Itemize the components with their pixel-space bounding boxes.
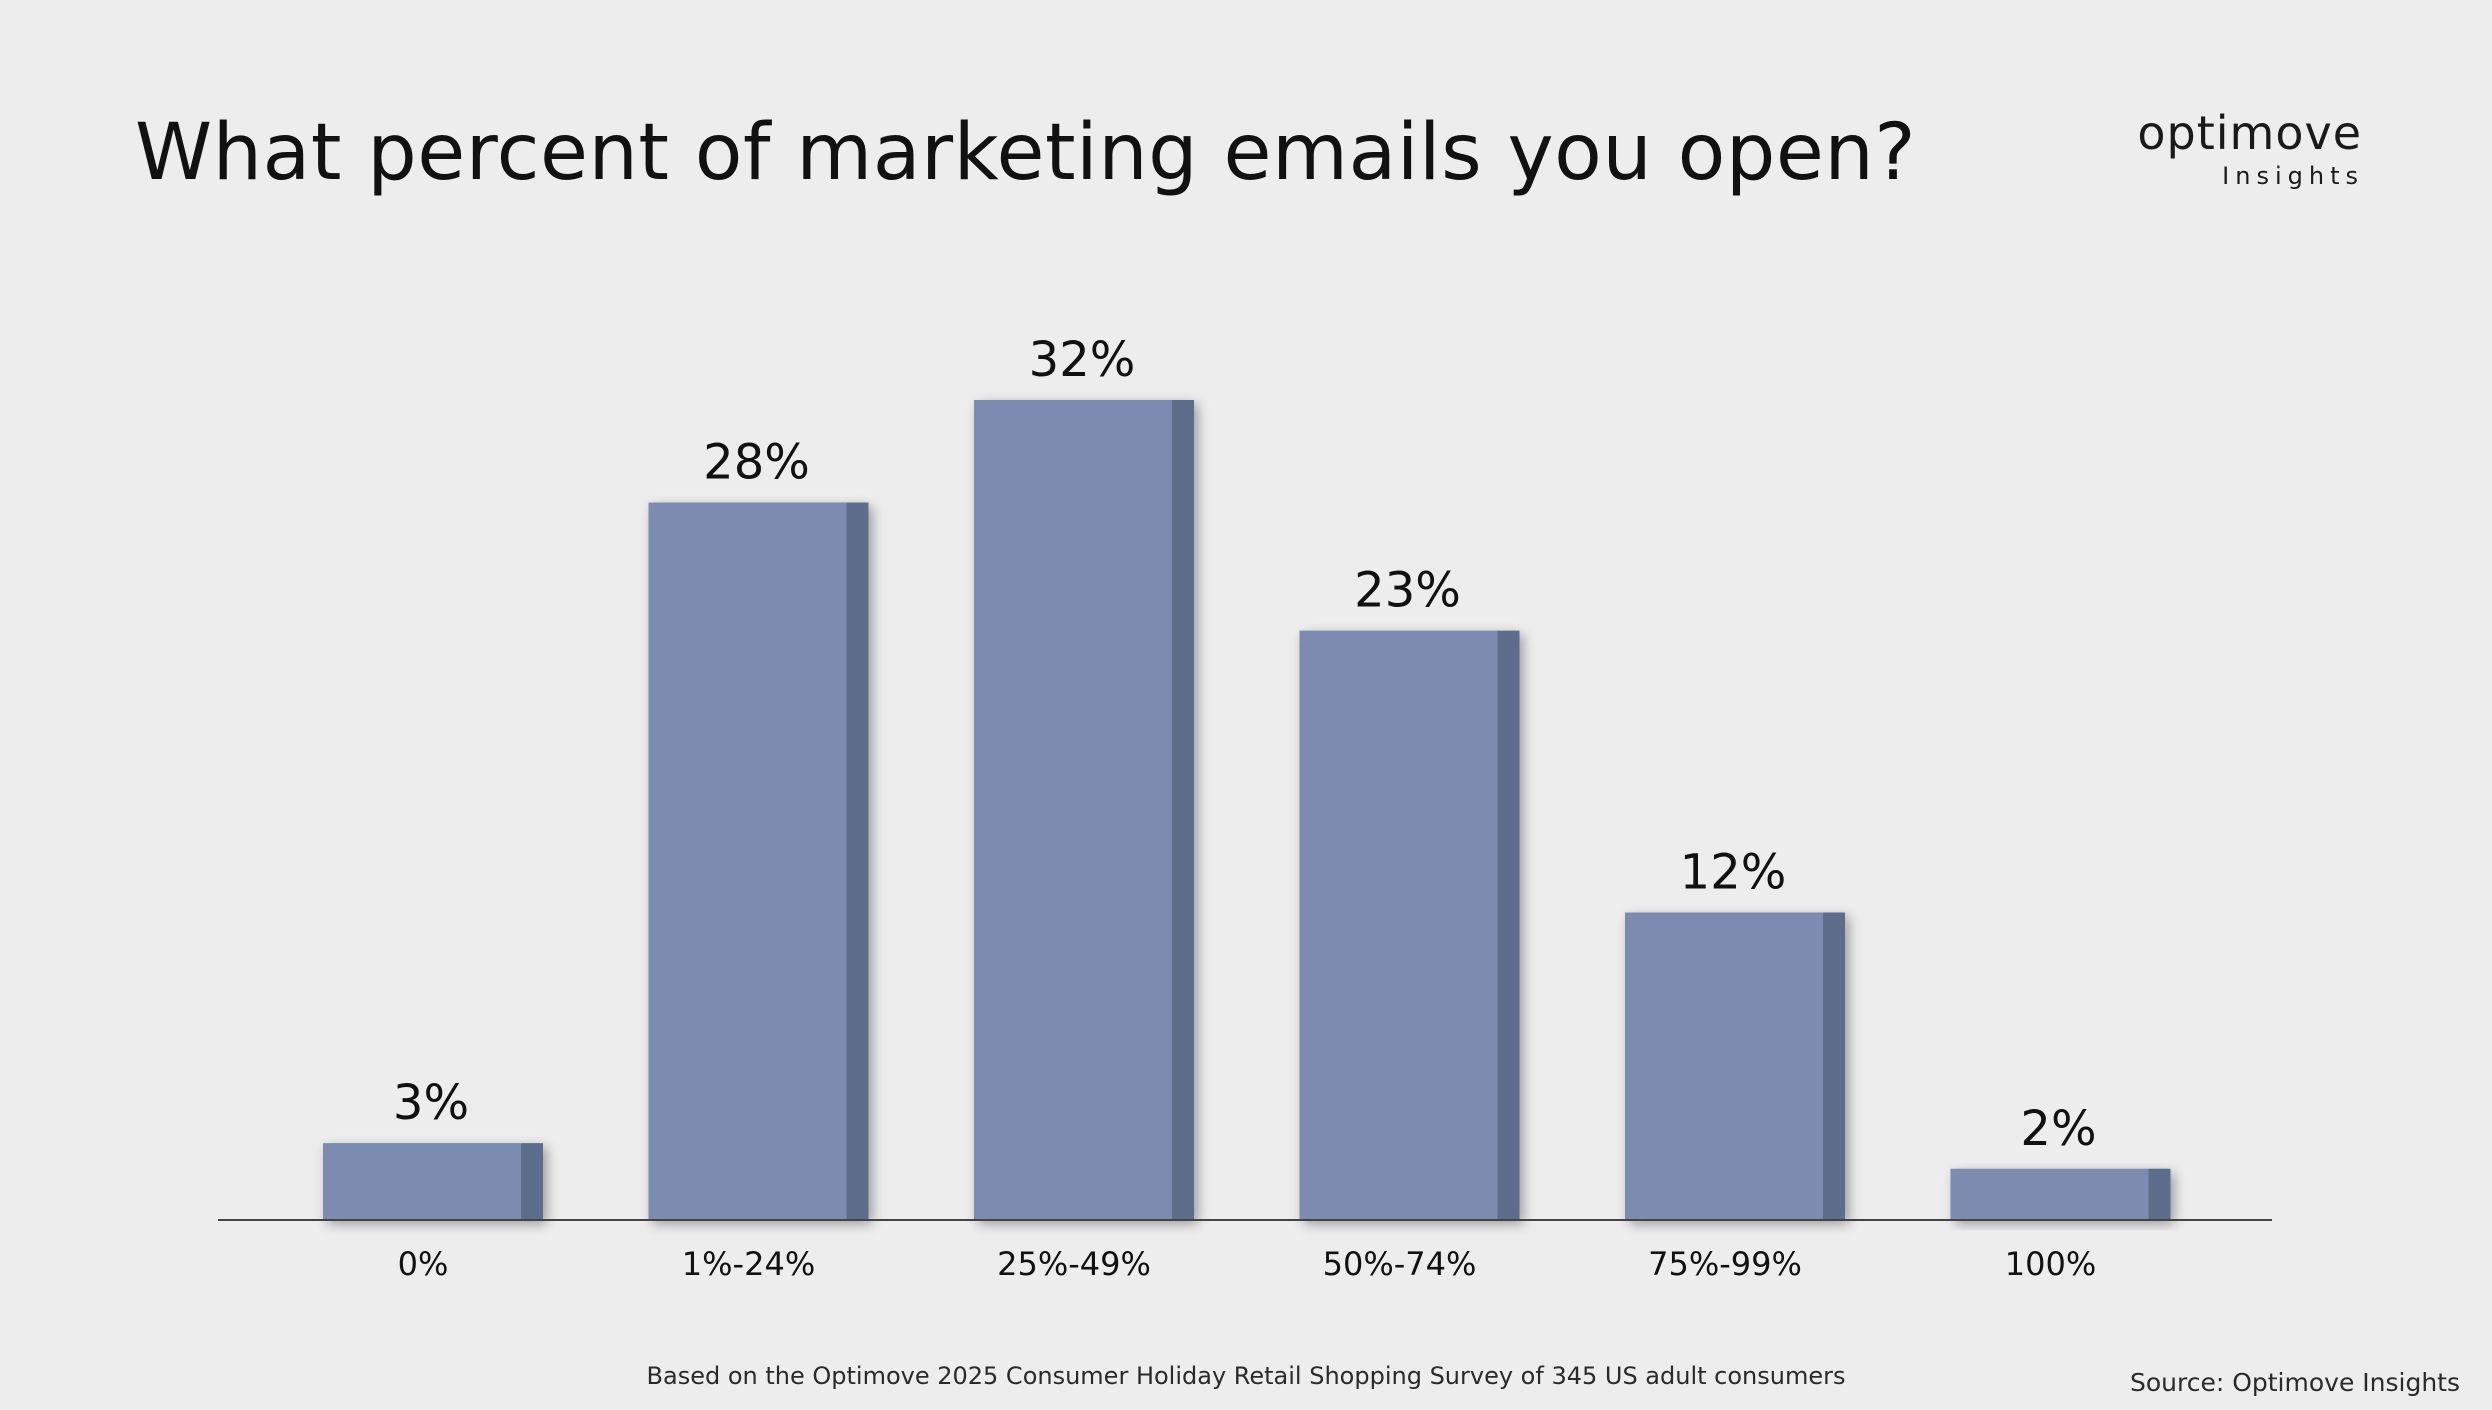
bar-side	[2148, 1168, 2171, 1220]
x-tick-label: 0%	[398, 1245, 449, 1283]
data-label: 28%	[703, 435, 810, 491]
brand-logo: optimove Insights	[2137, 108, 2362, 190]
bar-face	[648, 502, 847, 1220]
bar-face	[1950, 1168, 2149, 1220]
data-label: 32%	[1029, 332, 1136, 388]
source-note: Source: Optimove Insights	[2129, 1368, 2460, 1397]
brand-name: optimove	[2137, 106, 2362, 160]
bar-side	[1172, 400, 1194, 1220]
bar-face	[974, 400, 1172, 1220]
bars-group	[323, 400, 2171, 1220]
data-label: 23%	[1354, 563, 1461, 619]
footnote: Based on the Optimove 2025 Consumer Holi…	[646, 1362, 1846, 1390]
x-tick-label: 100%	[2005, 1245, 2096, 1283]
x-tick-label: 1%-24%	[682, 1245, 815, 1283]
bar-side	[1823, 912, 1845, 1220]
bar	[1950, 1168, 2171, 1220]
brand-subtitle: Insights	[2222, 162, 2364, 190]
chart-title: What percent of marketing emails you ope…	[135, 108, 1917, 198]
bar	[974, 400, 1194, 1220]
x-tick-label: 75%-99%	[1648, 1245, 1802, 1283]
bar-face	[323, 1143, 521, 1220]
data-labels: 3% 28% 32% 23% 12% 2%	[393, 332, 2097, 1157]
bar-side	[1497, 630, 1520, 1220]
data-label: 12%	[1680, 845, 1787, 901]
x-tick-label: 25%-49%	[997, 1245, 1151, 1283]
bar	[1299, 630, 1520, 1220]
bar	[323, 1143, 543, 1220]
bar	[648, 502, 869, 1220]
x-tick-labels: 0% 1%-24% 25%-49% 50%-74% 75%-99% 100%	[398, 1245, 2097, 1283]
bar-side	[521, 1143, 543, 1220]
bar-face	[1299, 630, 1498, 1220]
data-label: 3%	[393, 1075, 469, 1131]
data-label: 2%	[2020, 1101, 2096, 1157]
bar-side	[846, 502, 869, 1220]
bar	[1625, 912, 1845, 1220]
x-tick-label: 50%-74%	[1323, 1245, 1477, 1283]
bar-chart: 0% 1%-24% 25%-49% 50%-74% 75%-99% 100% 3%28%3…	[218, 332, 2272, 1283]
bar-face	[1625, 912, 1823, 1220]
